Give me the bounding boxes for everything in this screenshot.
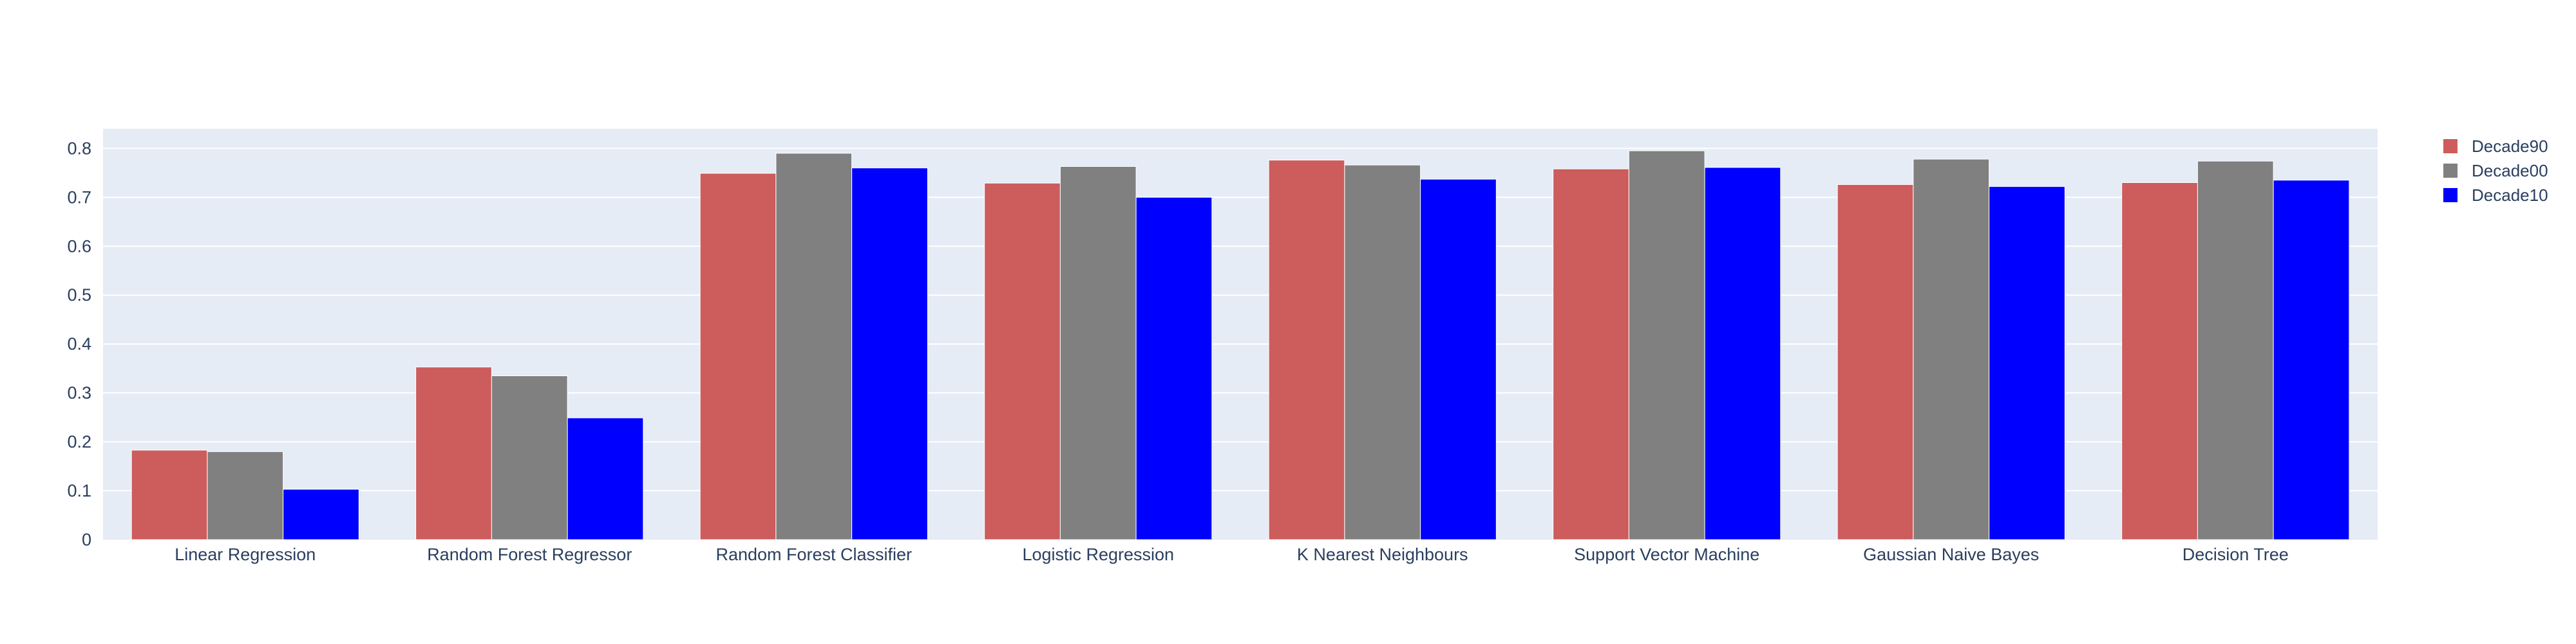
bar-decade90-support-vector-machine[interactable] — [1553, 168, 1629, 540]
y-tick-label: 0.6 — [67, 236, 91, 256]
y-tick-label: 0.4 — [67, 334, 91, 354]
x-tick-label: Logistic Regression — [1022, 545, 1174, 564]
bar-decade90-random-forest-regressor[interactable] — [415, 366, 492, 540]
x-tick-label: K Nearest Neighbours — [1297, 545, 1468, 564]
legend-label: Decade10 — [2472, 185, 2548, 205]
y-tick-label: 0.5 — [67, 285, 91, 305]
bar-decade90-decision-tree[interactable] — [2121, 182, 2198, 540]
legend-label: Decade00 — [2472, 161, 2548, 180]
bar-decade00-support-vector-machine[interactable] — [1628, 150, 1705, 540]
y-axis-ticks: 0 0.1 0.2 0.3 0.4 0.5 0.6 0.7 0.8 — [67, 138, 91, 549]
y-tick-label: 0.3 — [67, 383, 91, 402]
bar-decade00-logistic-regression[interactable] — [1059, 166, 1137, 540]
bar-decade10-decision-tree[interactable] — [2273, 180, 2350, 540]
y-tick-label: 0.8 — [67, 138, 91, 158]
bar-decade10-linear-regression[interactable] — [283, 489, 359, 540]
legend-swatch — [2443, 188, 2458, 202]
bar-decade90-k-nearest-neighbours[interactable] — [1268, 160, 1345, 540]
x-tick-label: Linear Regression — [175, 545, 316, 564]
bar-decade10-k-nearest-neighbours[interactable] — [1420, 178, 1497, 540]
y-tick-label: 0.7 — [67, 187, 91, 207]
bar-decade10-gaussian-naive-bayes[interactable] — [1989, 186, 2065, 540]
legend-item-decade10[interactable]: Decade10 — [2443, 185, 2548, 205]
bar-decade10-random-forest-regressor[interactable] — [567, 417, 644, 540]
bar-decade00-linear-regression[interactable] — [207, 451, 284, 540]
x-axis-ticks: Linear Regression Random Forest Regressor… — [175, 545, 2289, 564]
bar-decade00-random-forest-regressor[interactable] — [491, 375, 568, 540]
bar-decade90-linear-regression[interactable] — [131, 450, 208, 540]
bar-decade00-gaussian-naive-bayes[interactable] — [1913, 158, 1990, 540]
legend[interactable]: Decade90 Decade00 Decade10 — [2443, 137, 2548, 205]
bar-decade10-random-forest-classifier[interactable] — [851, 167, 928, 540]
bars — [131, 150, 2350, 540]
legend-item-decade90[interactable]: Decade90 — [2443, 137, 2548, 156]
y-tick-label: 0.1 — [67, 481, 91, 500]
x-tick-label: Random Forest Classifier — [715, 545, 912, 564]
x-tick-label: Decision Tree — [2183, 545, 2289, 564]
legend-item-decade00[interactable]: Decade00 — [2443, 161, 2548, 180]
bar-decade10-support-vector-machine[interactable] — [1704, 167, 1781, 540]
y-tick-label: 0.2 — [67, 432, 91, 451]
bar-decade00-decision-tree[interactable] — [2197, 160, 2274, 540]
x-tick-label: Random Forest Regressor — [427, 545, 632, 564]
legend-swatch — [2443, 164, 2458, 178]
bar-decade00-random-forest-classifier[interactable] — [775, 153, 853, 540]
bar-decade90-gaussian-naive-bayes[interactable] — [1837, 184, 1914, 540]
bar-decade10-logistic-regression[interactable] — [1135, 196, 1213, 540]
bar-decade90-logistic-regression[interactable] — [984, 182, 1061, 540]
bar-decade90-random-forest-classifier[interactable] — [699, 173, 777, 540]
x-tick-label: Support Vector Machine — [1574, 545, 1759, 564]
legend-label: Decade90 — [2472, 137, 2548, 156]
bar-decade00-k-nearest-neighbours[interactable] — [1344, 164, 1421, 540]
y-tick-label: 0 — [82, 530, 91, 549]
legend-swatch — [2443, 139, 2458, 153]
x-tick-label: Gaussian Naive Bayes — [1863, 545, 2039, 564]
